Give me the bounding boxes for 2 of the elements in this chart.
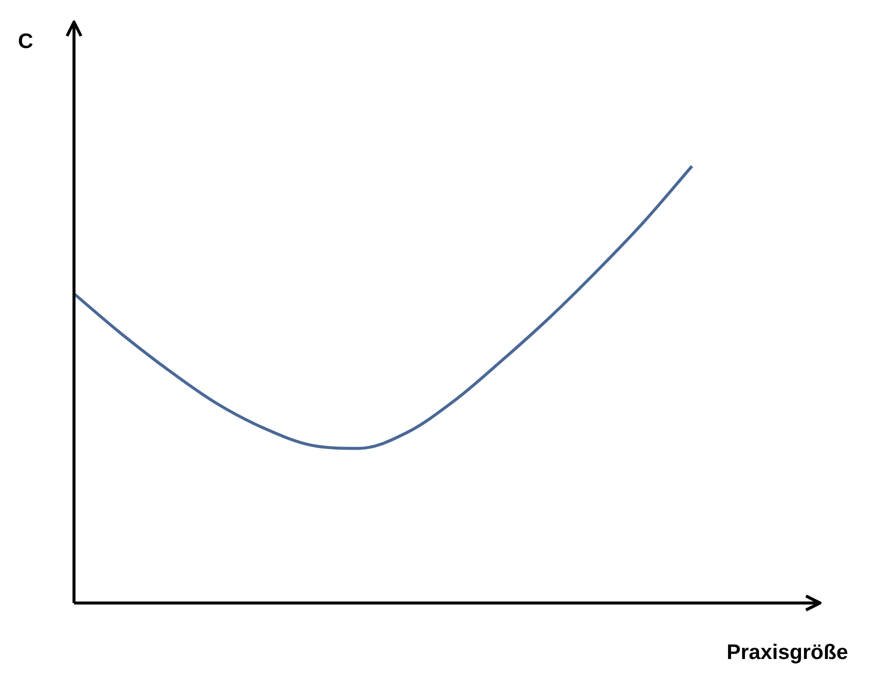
text: C [18,30,34,53]
x-axis-title: Praxisgröße [726,641,848,664]
